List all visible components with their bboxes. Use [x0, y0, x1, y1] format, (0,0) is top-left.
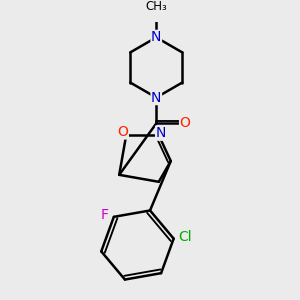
- Text: Cl: Cl: [178, 230, 192, 244]
- Text: N: N: [156, 126, 166, 140]
- Text: F: F: [101, 208, 109, 222]
- Text: CH₃: CH₃: [146, 0, 167, 14]
- Text: N: N: [151, 30, 161, 44]
- Text: O: O: [117, 125, 128, 139]
- Text: N: N: [151, 91, 161, 105]
- Text: O: O: [180, 116, 190, 130]
